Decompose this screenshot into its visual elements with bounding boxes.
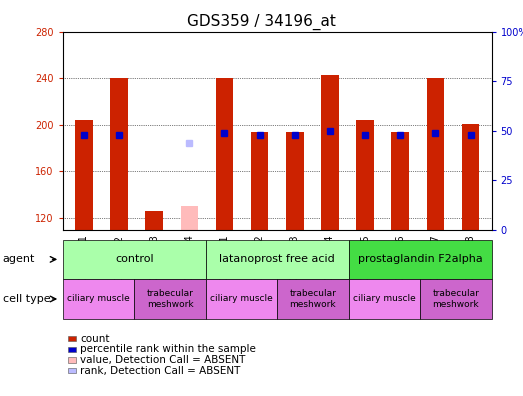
Bar: [286, 132, 303, 230]
Text: rank, Detection Call = ABSENT: rank, Detection Call = ABSENT: [80, 366, 241, 376]
Bar: [145, 211, 163, 230]
Text: ciliary muscle: ciliary muscle: [210, 295, 273, 303]
Bar: [356, 120, 374, 230]
Bar: [462, 124, 479, 230]
Text: prostaglandin F2alpha: prostaglandin F2alpha: [358, 254, 483, 265]
Text: value, Detection Call = ABSENT: value, Detection Call = ABSENT: [80, 355, 245, 365]
Bar: [215, 78, 233, 230]
Bar: [321, 75, 339, 230]
Text: trabecular
meshwork: trabecular meshwork: [290, 289, 336, 308]
Text: cell type: cell type: [3, 294, 50, 304]
Text: ciliary muscle: ciliary muscle: [67, 295, 130, 303]
Text: percentile rank within the sample: percentile rank within the sample: [80, 344, 256, 354]
Bar: [427, 78, 444, 230]
Text: count: count: [80, 333, 109, 344]
Text: trabecular
meshwork: trabecular meshwork: [433, 289, 479, 308]
Text: latanoprost free acid: latanoprost free acid: [219, 254, 335, 265]
Text: ciliary muscle: ciliary muscle: [353, 295, 416, 303]
Bar: [75, 120, 93, 230]
Text: agent: agent: [3, 254, 35, 265]
Bar: [180, 206, 198, 230]
Bar: [110, 78, 128, 230]
Bar: [391, 132, 409, 230]
Bar: [251, 132, 268, 230]
Text: GDS359 / 34196_at: GDS359 / 34196_at: [187, 14, 336, 30]
Text: trabecular
meshwork: trabecular meshwork: [146, 289, 194, 308]
Text: control: control: [115, 254, 154, 265]
